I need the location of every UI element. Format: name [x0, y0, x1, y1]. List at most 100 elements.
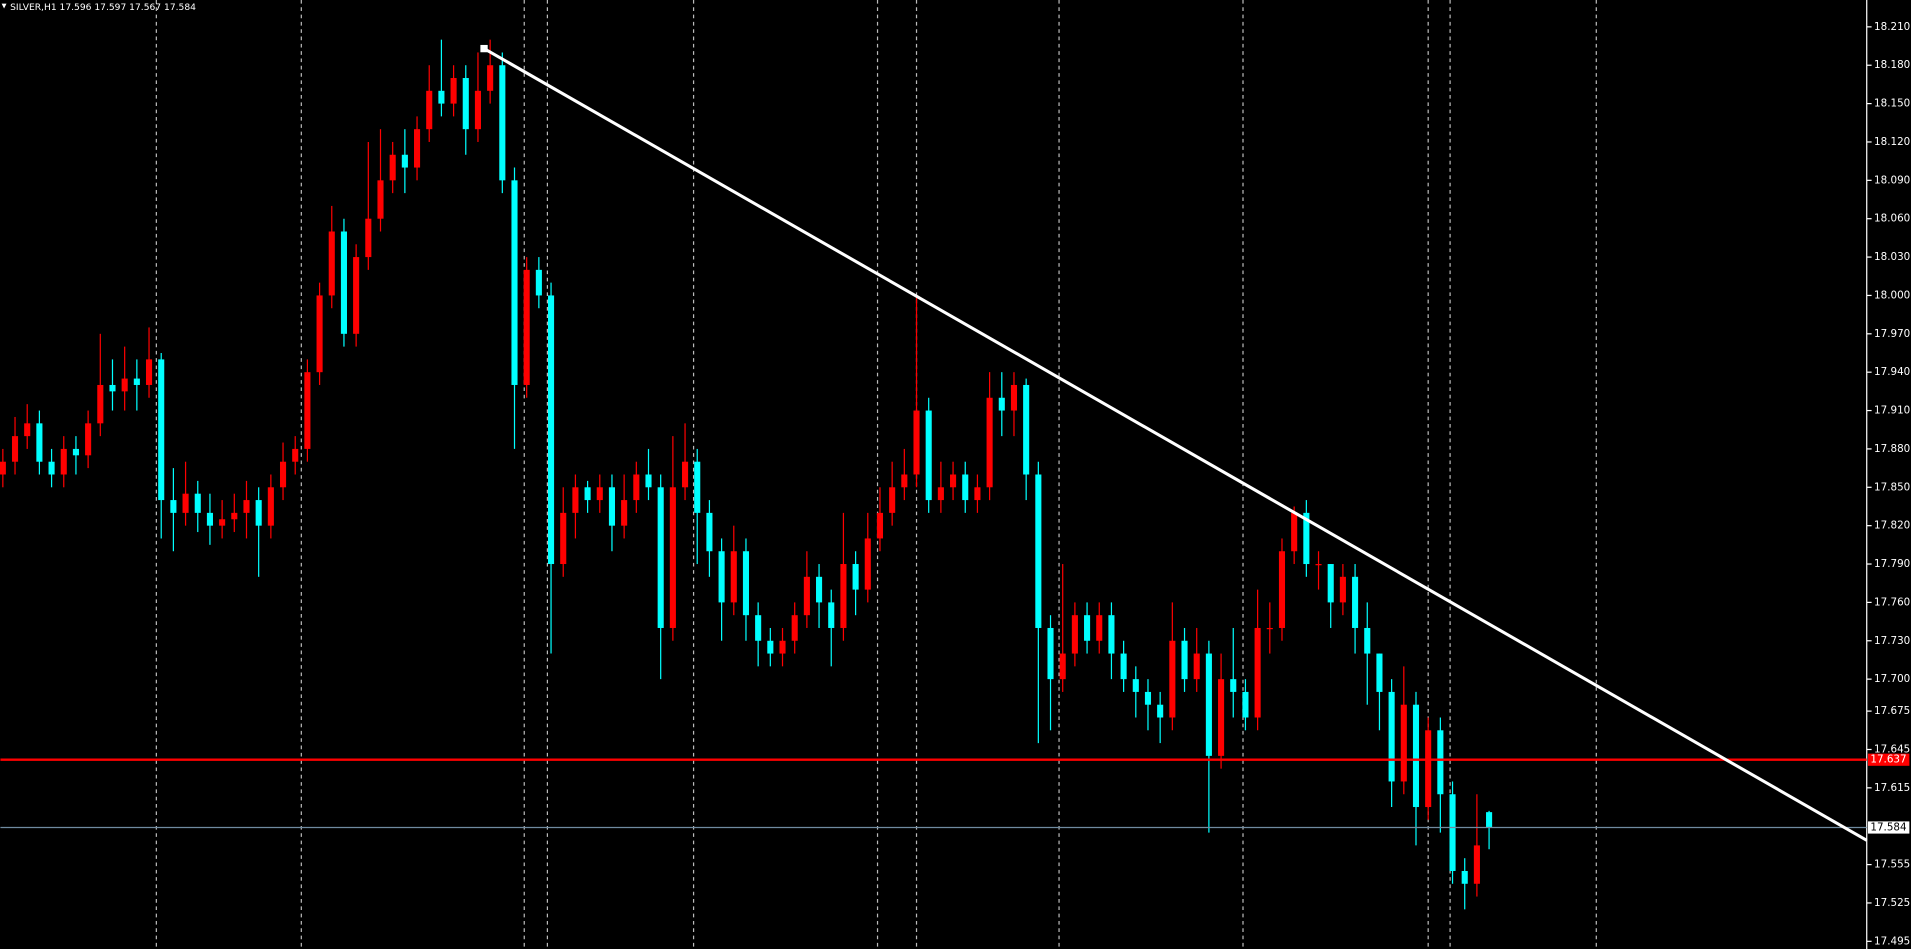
- y-tick-label: 18.180: [1874, 59, 1910, 71]
- candle-body: [72, 448, 79, 456]
- candle-body: [474, 90, 481, 130]
- candle-body: [1449, 794, 1456, 871]
- y-tick-label: 18.030: [1874, 251, 1910, 263]
- candle-body: [1339, 576, 1346, 603]
- candle-body: [462, 78, 469, 130]
- candle-body: [730, 551, 737, 603]
- candle-body: [1364, 627, 1371, 654]
- y-tick-label: 18.210: [1874, 21, 1910, 33]
- candle-body: [950, 474, 957, 488]
- candle-body: [1205, 653, 1212, 756]
- candle-body: [328, 231, 335, 296]
- candle-body: [1035, 474, 1042, 628]
- candle-body: [206, 512, 213, 526]
- candle-body: [1084, 615, 1091, 641]
- candle-body: [1278, 551, 1286, 628]
- candle-body: [962, 474, 969, 501]
- trendline: [483, 47, 1868, 842]
- candle-body: [864, 538, 871, 590]
- candle-body: [633, 474, 640, 501]
- candle-body: [828, 602, 835, 628]
- candle-body: [0, 461, 6, 475]
- y-tick-label: 17.675: [1874, 705, 1910, 717]
- candle-body: [669, 487, 676, 628]
- candle-body: [365, 218, 372, 258]
- candle-body: [1181, 640, 1188, 680]
- candle-body: [194, 493, 201, 513]
- y-tick-label: 17.645: [1874, 743, 1910, 755]
- y-tick-label: 17.700: [1874, 673, 1910, 685]
- candle-body: [694, 461, 701, 513]
- candle-body: [36, 423, 43, 462]
- candle-body: [499, 65, 506, 181]
- candle-body: [511, 180, 518, 385]
- candle-body: [1010, 384, 1018, 411]
- candle-body: [1315, 564, 1322, 566]
- y-tick-label: 17.820: [1874, 520, 1910, 532]
- candle-body: [1486, 812, 1493, 828]
- candle-body: [986, 397, 993, 488]
- candle-body: [279, 461, 287, 488]
- y-tick-label: 17.730: [1874, 635, 1910, 647]
- candle-body: [889, 487, 896, 513]
- candle-body: [353, 257, 360, 334]
- candle-body: [645, 474, 652, 488]
- y-tick-label: 17.940: [1874, 366, 1910, 378]
- candle-body: [1303, 512, 1310, 565]
- candle-body: [791, 615, 798, 641]
- y-tick-label: 17.555: [1874, 859, 1910, 871]
- candle-body: [1120, 653, 1127, 680]
- price-label-box: [1867, 821, 1910, 834]
- candle-body: [755, 615, 762, 641]
- candle-body: [998, 397, 1005, 411]
- price-label: 17.637: [1870, 754, 1906, 766]
- candle-body: [535, 269, 542, 296]
- candle-body: [608, 487, 616, 526]
- y-tick-label: 18.150: [1874, 98, 1910, 110]
- candle-body: [1047, 627, 1054, 680]
- candle-body: [913, 410, 920, 475]
- candle-body: [1144, 691, 1152, 705]
- candle-body: [438, 90, 445, 104]
- candle-body: [401, 154, 408, 168]
- candle-body: [621, 500, 628, 526]
- candle-body: [523, 269, 530, 385]
- y-tick-label: 18.090: [1874, 174, 1910, 186]
- y-tick-label: 17.495: [1874, 935, 1910, 947]
- candle-body: [1473, 845, 1480, 884]
- candle-body: [1218, 679, 1225, 756]
- candle-body: [158, 359, 165, 501]
- candle-body: [255, 500, 262, 526]
- candle-body: [48, 461, 55, 475]
- candle-body: [11, 436, 19, 462]
- candle-body: [1437, 730, 1444, 795]
- y-tick-label: 17.615: [1874, 782, 1910, 794]
- candle-body: [267, 487, 274, 526]
- candle-body: [1376, 653, 1383, 692]
- candle-body: [876, 512, 884, 539]
- y-tick-label: 17.970: [1874, 328, 1910, 340]
- candle-body: [706, 512, 713, 552]
- candle-body: [584, 487, 591, 501]
- candle-body: [779, 640, 786, 654]
- y-tick-label: 18.000: [1874, 289, 1910, 301]
- y-tick-label: 17.760: [1874, 596, 1910, 608]
- candle-body: [816, 576, 823, 603]
- candle-body: [97, 384, 104, 424]
- price-label: 17.584: [1870, 821, 1906, 833]
- price-label-box: [1867, 753, 1910, 766]
- chart-title: SILVER,H1 17.596 17.597 17.567 17.584: [10, 3, 196, 13]
- candle-body: [426, 90, 433, 130]
- y-tick-label: 17.850: [1874, 481, 1910, 493]
- candle-body: [1242, 691, 1249, 718]
- trendline-handle: [480, 44, 488, 53]
- candle-body: [1352, 576, 1359, 628]
- candle-body: [1412, 704, 1420, 808]
- candle-body: [974, 487, 981, 501]
- candle-body: [1132, 679, 1139, 692]
- candle-body: [1023, 384, 1030, 475]
- candle-body: [1193, 653, 1200, 680]
- y-tick-label: 18.120: [1874, 136, 1910, 148]
- candle-body: [1291, 512, 1298, 552]
